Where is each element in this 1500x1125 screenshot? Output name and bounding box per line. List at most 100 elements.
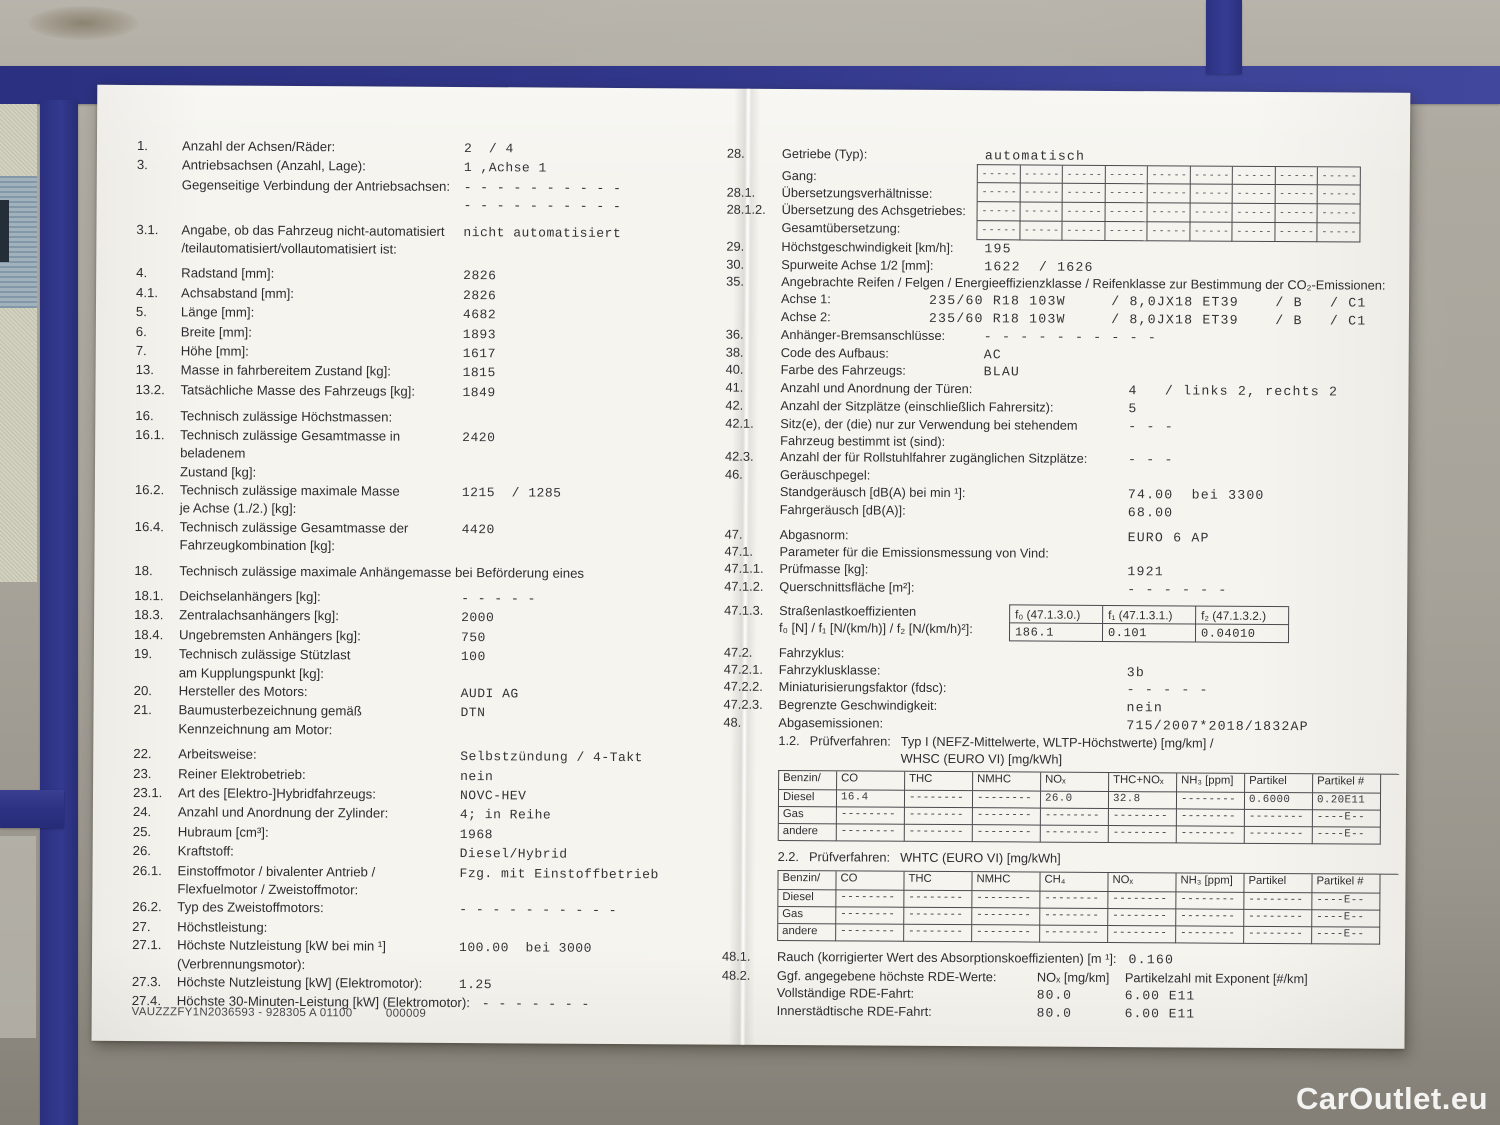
item-number: 28.	[726, 145, 745, 161]
item-number: 35.	[726, 274, 744, 290]
document-row: 16.1. Technisch zulässige Gesamtmasse in …	[135, 426, 740, 485]
document-row: 47.1.2. Querschnittsfläche [m²]: - - - - -…	[724, 579, 1400, 601]
rde-value: 6.00 E11	[1124, 987, 1196, 1004]
gear-table-cell: -----	[1147, 166, 1191, 185]
emissions-value-cell: --------	[972, 891, 1041, 909]
gear-table-cell: -----	[1232, 222, 1276, 242]
gear-table-cell: -----	[1062, 202, 1106, 222]
gear-table-cell: -----	[1062, 221, 1106, 241]
emissions-header-cell: NOₓ	[1041, 772, 1110, 793]
blue-tape-stub-left	[0, 790, 64, 828]
emissions-value-cell: --------	[1244, 810, 1313, 828]
gear-table-cell: -----	[1020, 202, 1063, 222]
item-label: Technisch zulässige Gesamtmasse der Fahr…	[179, 519, 409, 554]
item-value: - - -	[1128, 452, 1174, 468]
gear-table-cell: -----	[977, 202, 1021, 222]
item-value: automatisch	[984, 148, 1086, 164]
document-row: Gegenseitige Verbindung der Antriebsachs…	[137, 176, 742, 218]
item-number: 48.2.	[721, 967, 751, 983]
item-number: 41.	[725, 379, 744, 395]
item-label: Achse 2:	[780, 308, 831, 325]
item-label: Masse in fahrbereitem Zustand [kg]:	[180, 362, 392, 380]
emissions-value-cell: --------	[904, 808, 973, 826]
item-value: 1921	[1127, 564, 1164, 580]
test-procedure-desc: Typ I (NEFZ-Mittelwerte, WLTP-Höchstwert…	[900, 733, 1214, 767]
item-label: Arbeitsweise:	[178, 746, 257, 762]
item-value: - - - - - - -	[481, 996, 590, 1013]
item-label: Gesamtübersetzung:	[781, 219, 901, 236]
emissions-value-cell: ----E--	[1312, 910, 1381, 928]
emissions-value-cell: 32.8	[1108, 792, 1178, 810]
item-number: 28.1.	[726, 184, 756, 200]
side-document-green	[0, 104, 37, 582]
item-label: Querschnittsfläche [m²]:	[779, 578, 915, 595]
test-procedure-1: 1.2. Prüfverfahren: Typ I (NEFZ-Mittelwe…	[778, 733, 1399, 770]
gear-table-cell: -----	[1317, 167, 1361, 186]
item-label: Hubraum [cm³]:	[177, 824, 269, 840]
gear-table-cell: -----	[1274, 222, 1318, 242]
item-number: 1.2.	[778, 732, 800, 748]
item-value: 2000	[461, 610, 495, 626]
road-load-header: f₀ (47.1.3.0.)	[1010, 605, 1104, 624]
item-label: Fahrgeräusch [dB(A)]:	[779, 501, 906, 518]
item-number: 13.	[135, 362, 154, 378]
item-value: - - - - - - - - - -	[459, 902, 618, 919]
emissions-value-cell: --------	[972, 791, 1042, 809]
rde-value: 80.0	[1036, 987, 1073, 1003]
item-label: Anzahl und Anordnung der Türen:	[780, 380, 973, 397]
document-row: 16.2. Technisch zulässige maximale Masse …	[135, 481, 740, 522]
gear-table-cell: -----	[977, 164, 1021, 184]
emissions-value-cell: --------	[836, 907, 905, 925]
gear-table-cell: -----	[1020, 183, 1063, 203]
emissions-value-cell: --------	[1176, 792, 1246, 811]
emissions-header-cell: NMHC	[973, 772, 1042, 792]
item-value: 715/2007*2018/1832AP	[1126, 718, 1309, 735]
item-number: 42.	[725, 397, 744, 413]
item-label: Hersteller des Motors:	[178, 683, 308, 700]
item-value: DTN	[460, 705, 486, 721]
item-label: Übersetzung des Achsgetriebes:	[781, 202, 966, 219]
gear-table-cell: -----	[1189, 222, 1233, 242]
item-number: 21.	[133, 702, 152, 718]
emissions-value-cell: --------	[1108, 826, 1177, 844]
item-value: 1 ,Achse 1	[463, 160, 547, 176]
item-label: Radstand [mm]:	[181, 265, 275, 282]
item-number: 16.4.	[134, 518, 165, 534]
gear-table-cell: -----	[1104, 221, 1148, 241]
item-label: Typ des Zweistoffmotors:	[177, 899, 324, 916]
item-label: Getriebe (Typ):	[781, 145, 868, 162]
item-value: 0.160	[1128, 952, 1175, 968]
item-number: 1.	[136, 138, 149, 154]
item-label: Zentralachsanhängers [kg]:	[179, 607, 339, 624]
emissions-header-cell: THC	[905, 772, 974, 792]
item-number: 29.	[726, 238, 745, 254]
item-number: 18.1.	[134, 587, 164, 604]
item-number: 27.	[132, 918, 151, 934]
item-number: 28.1.2.	[726, 202, 766, 218]
item-label: Deichselanhängers [kg]:	[179, 588, 321, 605]
item-number: 18.	[134, 562, 153, 578]
left-page: 1. Anzahl der Achsen/Räder: 2 / 4 3. Antrieb…	[132, 137, 742, 1016]
item-label: Höchstgeschwindigkeit [km/h]:	[781, 238, 954, 255]
item-value: 2420	[462, 429, 496, 445]
item-label: Parameter für die Emissionsmessung von V…	[779, 544, 1049, 561]
gear-table-cell: -----	[1232, 185, 1276, 205]
item-label: Höchste Nutzleistung [kW] (Elektromotor)…	[176, 974, 423, 991]
emissions-corner-cell: Benzin/	[779, 771, 838, 791]
item-number: 48.1.	[721, 948, 751, 964]
test-procedure-desc: WHTC (EURO VI) [mg/kWh]	[900, 850, 1061, 867]
gear-table-cell: -----	[1275, 166, 1318, 186]
item-value: 1815	[462, 365, 496, 381]
gear-table-cell: -----	[1147, 184, 1191, 204]
emissions-row-label: Diesel	[778, 790, 838, 808]
rde-data-row: Innerstädtische RDE-Fahrt: 80.0 6.00 E11	[722, 1002, 1398, 1024]
item-number: 25.	[132, 823, 152, 839]
emissions-value-cell: --------	[1244, 926, 1313, 945]
emissions-value-cell: 0.20E11	[1312, 793, 1382, 811]
document-row: 19. Technisch zulässige Stützlast am Kupp…	[134, 645, 739, 686]
item-number: 26.2.	[132, 899, 162, 915]
item-label: Gegenseitige Verbindung der Antriebsachs…	[181, 177, 451, 194]
item-number: 16.2.	[134, 481, 165, 498]
item-label: Antriebsachsen (Anzahl, Lage):	[181, 157, 366, 174]
item-label: Baumusterbezeichnung gemäß Kennzeichnung…	[178, 702, 362, 738]
